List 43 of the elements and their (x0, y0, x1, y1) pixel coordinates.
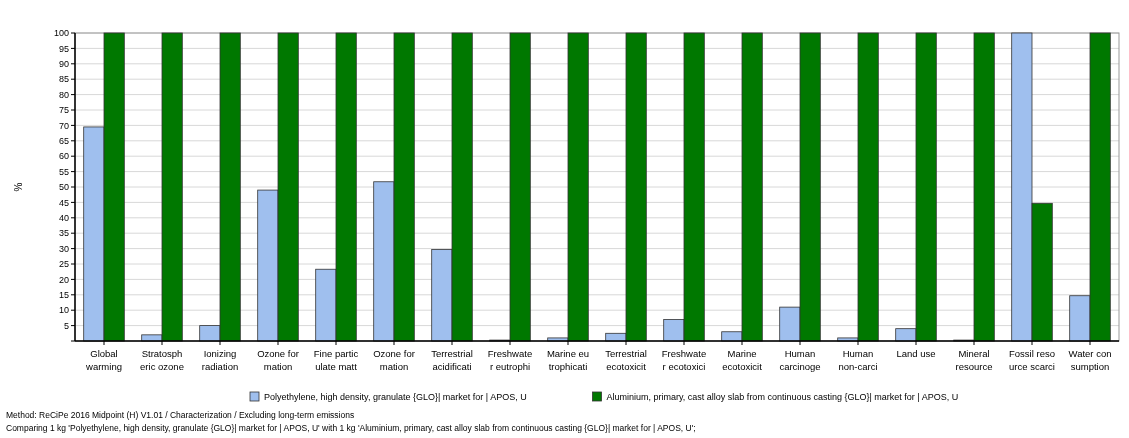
y-tick-label: 80 (58, 89, 69, 100)
y-tick-label: 60 (58, 151, 69, 162)
y-tick-label: 70 (58, 120, 69, 131)
text: Method: ReCiPe 2016 Midpoint (H) V1.01 / Characterization / Excluding long-term emissions (6, 410, 355, 420)
x-tick-label: Mineral resource (955, 348, 993, 372)
x-tick-label: Fine partic ulate matt (313, 348, 359, 372)
x-tick-label: Fossil reso urce scarci (1009, 348, 1055, 372)
x-tick-label: Ionizing radiation (201, 348, 239, 372)
x-tick-label: Marine eu trophicati (546, 348, 590, 372)
y-tick-label: 75 (58, 105, 69, 116)
y-tick-label: 5 (63, 320, 69, 331)
y-tick-label: 55 (58, 166, 69, 177)
y-tick-label: 35 (58, 228, 69, 239)
x-tick-label: Freshwate r eutrophi (487, 348, 533, 372)
y-tick-label: 95 (58, 43, 69, 54)
y-tick-label: 90 (58, 58, 69, 69)
x-tick-label: Terrestrial acidificati (431, 348, 473, 372)
x-tick-label: Human non-carci (838, 348, 878, 372)
x-tick-label: Terrestrial ecotoxicit (605, 348, 647, 372)
y-tick-label: 15 (58, 289, 69, 300)
y-tick-label: 30 (58, 243, 69, 254)
text: Comparing 1 kg 'Polyethylene, high density, granulate {GLO}| market for | APOS, U' with 1 kg 'Aluminium, primary, cast alloy slab from continuous casting {GLO}| market for | APOS, U'; (6, 423, 696, 433)
legend-label: Polyethylene, high density, granulate {GLO}| market for | APOS, U (264, 392, 527, 402)
x-tick-label: Ozone for mation (373, 348, 415, 372)
y-tick-label: 85 (58, 74, 69, 85)
y-tick-label: 50 (58, 182, 69, 193)
x-tick-label: Freshwate r ecotoxici (661, 348, 707, 372)
y-tick-label: 100 (53, 28, 69, 39)
y-tick-label: 10 (58, 305, 69, 316)
y-tick-label: 20 (58, 274, 69, 285)
x-tick-label: Human carcinoge (779, 348, 821, 372)
y-tick-label: 25 (58, 259, 69, 270)
x-tick-label: Ozone for mation (257, 348, 299, 372)
y-tick-label: 65 (58, 135, 69, 146)
y-tick-label: 40 (58, 212, 69, 223)
x-tick-label: Land use (896, 348, 936, 359)
legend-label: Aluminium, primary, cast alloy slab from continuous casting {GLO}| market for | APOS, U (606, 392, 959, 402)
x-tick-label: Marine ecotoxicit (722, 348, 763, 372)
y-tick-label: 45 (58, 197, 69, 208)
x-tick-label: Global warming (85, 348, 122, 372)
x-tick-label: Stratosph eric ozone (140, 348, 184, 372)
y-axis-title: % (13, 182, 24, 192)
x-tick-label: Water con sumption (1068, 348, 1112, 372)
